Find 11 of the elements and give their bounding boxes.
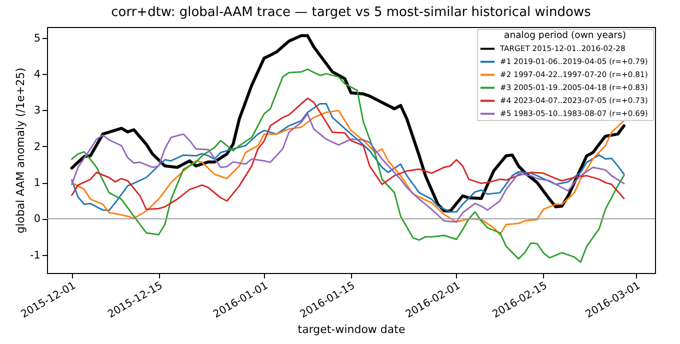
chart-title: corr+dtw: global-AAM trace — target vs 5 most-similar historical windows (111, 5, 592, 20)
legend-title: analog period (own years) (504, 30, 626, 41)
y-tick-label: 3 (34, 104, 40, 117)
y-tick-label: 2 (34, 140, 40, 153)
x-axis-title: target-window date (298, 323, 406, 336)
y-tick-label: -1 (30, 249, 40, 262)
y-axis-title: global AAM anomaly (/1e+25) (14, 68, 28, 234)
y-tick-label: 4 (34, 68, 41, 81)
y-tick-label: 5 (34, 32, 40, 44)
y-tick-label: 1 (34, 177, 40, 190)
y-tick-label: 0 (34, 213, 40, 226)
